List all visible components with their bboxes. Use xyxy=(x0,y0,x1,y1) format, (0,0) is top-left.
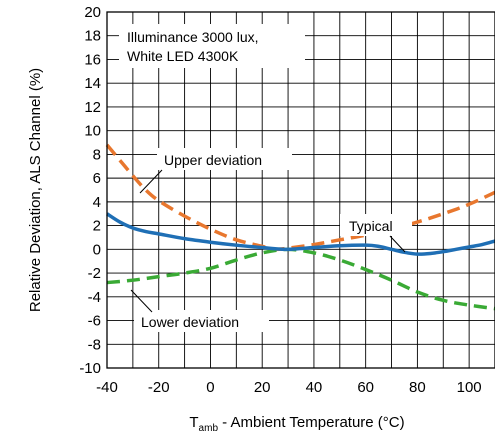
y-tick-label: 6 xyxy=(93,170,101,187)
series-label-upper: Upper deviation xyxy=(139,148,292,194)
x-tick-label: -40 xyxy=(96,379,118,396)
x-tick-label: 0 xyxy=(206,379,214,396)
series-line-typical xyxy=(106,212,495,256)
y-axis-label: Relative Deviation, ALS Channel (%) xyxy=(27,68,44,312)
annotation-line-2: White LED 4300K xyxy=(127,48,239,64)
y-tick-label: -2 xyxy=(88,265,101,282)
leader-lower xyxy=(130,289,153,313)
y-tick-label: -6 xyxy=(88,313,101,330)
y-tick-label: 0 xyxy=(93,241,101,258)
chart-series xyxy=(105,143,495,311)
label-box-typical xyxy=(340,214,412,236)
x-tick-label: 40 xyxy=(306,379,323,396)
label-typical: Typical xyxy=(349,218,393,234)
y-tick-label: 2 xyxy=(93,218,101,235)
series-line-lower-deviation xyxy=(106,247,495,311)
annotation-line-1: Illuminance 3000 lux, xyxy=(127,29,259,45)
x-tick-label: 100 xyxy=(457,379,482,396)
y-tick-label: 16 xyxy=(84,51,101,68)
y-tick-label: 4 xyxy=(93,194,101,211)
chart-tick-labels: -40 -20 0 20 40 60 80 100-10-8-6-4-202468101214… xyxy=(79,4,481,396)
chart-grid xyxy=(106,11,495,369)
x-axis-label: Tamb - Ambient Temperature (°C) xyxy=(189,414,404,434)
label-upper-deviation: Upper deviation xyxy=(164,152,262,168)
y-tick-label: 14 xyxy=(84,75,101,92)
y-tick-label: -8 xyxy=(88,336,101,353)
y-tick-label: -4 xyxy=(88,289,101,306)
series-label-lower: Lower deviation xyxy=(130,289,269,332)
y-tick-label: 12 xyxy=(84,99,101,116)
leader-typical xyxy=(389,235,406,253)
x-tick-label: 80 xyxy=(409,379,426,396)
y-tick-label: 18 xyxy=(84,28,101,45)
label-lower-deviation: Lower deviation xyxy=(141,314,239,330)
y-tick-label: -10 xyxy=(79,360,101,377)
chart-annotation: Illuminance 3000 lux, White LED 4300K xyxy=(119,24,305,68)
x-tick-label: 60 xyxy=(357,379,374,396)
x-tick-label: -20 xyxy=(148,379,170,396)
y-tick-label: 20 xyxy=(84,4,101,21)
label-box-lower xyxy=(134,310,269,332)
series-label-typical: Typical xyxy=(340,214,412,253)
x-tick-label: 20 xyxy=(254,379,271,396)
y-tick-label: 8 xyxy=(93,146,101,163)
plot-frame xyxy=(106,11,495,369)
label-box-upper xyxy=(157,148,292,170)
annotation-box xyxy=(119,24,305,68)
y-tick-label: 10 xyxy=(84,123,101,140)
leader-upper xyxy=(139,169,163,194)
